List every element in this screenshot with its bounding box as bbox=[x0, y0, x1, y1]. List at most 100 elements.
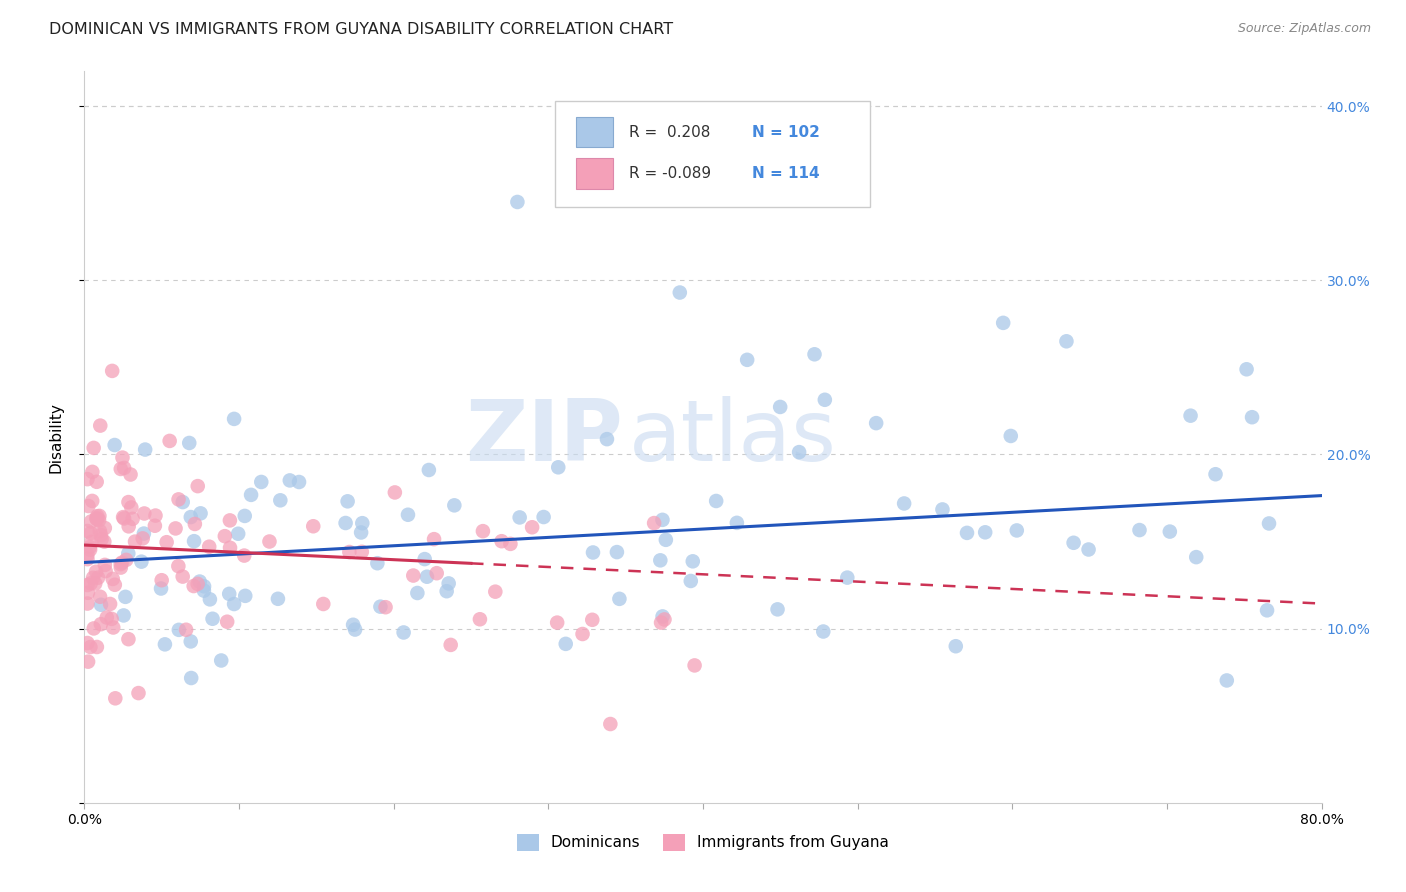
Point bbox=[993, 316, 1015, 330]
Text: R =  0.208: R = 0.208 bbox=[628, 125, 710, 139]
Point bbox=[121, 512, 143, 526]
Point bbox=[803, 347, 825, 361]
Point bbox=[468, 612, 491, 626]
Point bbox=[214, 529, 236, 543]
Y-axis label: Disability: Disability bbox=[49, 401, 63, 473]
Point bbox=[1054, 334, 1078, 349]
Point bbox=[219, 541, 242, 555]
Point bbox=[554, 637, 576, 651]
Point bbox=[651, 513, 673, 527]
Point bbox=[198, 540, 221, 554]
Point bbox=[440, 638, 463, 652]
Point bbox=[837, 571, 859, 585]
Point bbox=[1205, 467, 1227, 482]
Point bbox=[240, 488, 263, 502]
Point bbox=[150, 573, 173, 587]
Point bbox=[134, 442, 156, 457]
Text: Source: ZipAtlas.com: Source: ZipAtlas.com bbox=[1237, 22, 1371, 36]
Point bbox=[80, 515, 103, 529]
Point bbox=[90, 528, 112, 542]
Point bbox=[112, 511, 135, 525]
Point bbox=[547, 460, 569, 475]
Point bbox=[423, 532, 446, 546]
Point bbox=[336, 494, 359, 508]
Point bbox=[571, 627, 593, 641]
Point bbox=[233, 508, 256, 523]
Point bbox=[1341, 439, 1364, 453]
Point bbox=[120, 500, 142, 515]
Point bbox=[86, 475, 108, 489]
Point bbox=[111, 556, 134, 570]
Point bbox=[312, 597, 335, 611]
Point bbox=[384, 485, 406, 500]
Point bbox=[76, 472, 98, 486]
Point bbox=[172, 569, 194, 583]
Point bbox=[766, 602, 789, 616]
Text: atlas: atlas bbox=[628, 395, 837, 479]
Point bbox=[127, 686, 149, 700]
Point bbox=[1241, 410, 1264, 425]
Point bbox=[90, 598, 112, 612]
Point bbox=[337, 545, 360, 559]
Point bbox=[402, 568, 425, 582]
Point bbox=[443, 499, 465, 513]
Point bbox=[167, 559, 190, 574]
Point bbox=[183, 579, 205, 593]
Point bbox=[115, 553, 138, 567]
Point bbox=[100, 612, 122, 626]
Point bbox=[94, 558, 117, 572]
Point bbox=[581, 613, 603, 627]
Point bbox=[86, 511, 108, 525]
Point bbox=[471, 524, 494, 538]
Point bbox=[117, 632, 139, 647]
Point bbox=[1159, 524, 1181, 539]
Point bbox=[406, 586, 429, 600]
Point bbox=[187, 577, 209, 591]
Point bbox=[89, 508, 111, 523]
Text: DOMINICAN VS IMMIGRANTS FROM GUYANA DISABILITY CORRELATION CHART: DOMINICAN VS IMMIGRANTS FROM GUYANA DISA… bbox=[49, 22, 673, 37]
Point bbox=[112, 461, 135, 475]
Point bbox=[787, 445, 810, 459]
Point bbox=[374, 600, 396, 615]
Point bbox=[233, 549, 256, 563]
Point bbox=[180, 510, 202, 524]
Point bbox=[76, 597, 98, 611]
Text: R = -0.089: R = -0.089 bbox=[628, 166, 711, 181]
FancyBboxPatch shape bbox=[554, 101, 870, 207]
Point bbox=[342, 617, 364, 632]
Text: N = 114: N = 114 bbox=[752, 166, 820, 181]
Point bbox=[89, 524, 111, 538]
Point bbox=[1236, 362, 1258, 376]
Point bbox=[190, 507, 212, 521]
Point bbox=[278, 474, 301, 488]
Point bbox=[956, 525, 979, 540]
Point bbox=[117, 495, 139, 509]
Point bbox=[704, 494, 727, 508]
Point bbox=[104, 438, 127, 452]
Point bbox=[96, 610, 118, 624]
Text: N = 102: N = 102 bbox=[752, 125, 820, 139]
Point bbox=[735, 352, 758, 367]
Point bbox=[86, 640, 108, 654]
Point bbox=[418, 463, 440, 477]
Point bbox=[416, 570, 439, 584]
Point bbox=[79, 542, 101, 557]
Point bbox=[174, 623, 197, 637]
Point bbox=[1063, 536, 1085, 550]
Point bbox=[120, 467, 142, 482]
Point bbox=[86, 512, 108, 526]
Point bbox=[188, 574, 211, 589]
Point bbox=[76, 548, 98, 562]
Point bbox=[396, 508, 419, 522]
Point bbox=[413, 552, 436, 566]
Point bbox=[222, 597, 245, 611]
Point bbox=[101, 364, 124, 378]
Point bbox=[86, 509, 108, 524]
Point bbox=[193, 579, 215, 593]
Point bbox=[1258, 516, 1281, 531]
Point bbox=[506, 194, 529, 209]
Point bbox=[167, 492, 190, 507]
Text: ZIP: ZIP bbox=[465, 395, 623, 479]
Point bbox=[94, 521, 117, 535]
Point bbox=[150, 582, 173, 596]
